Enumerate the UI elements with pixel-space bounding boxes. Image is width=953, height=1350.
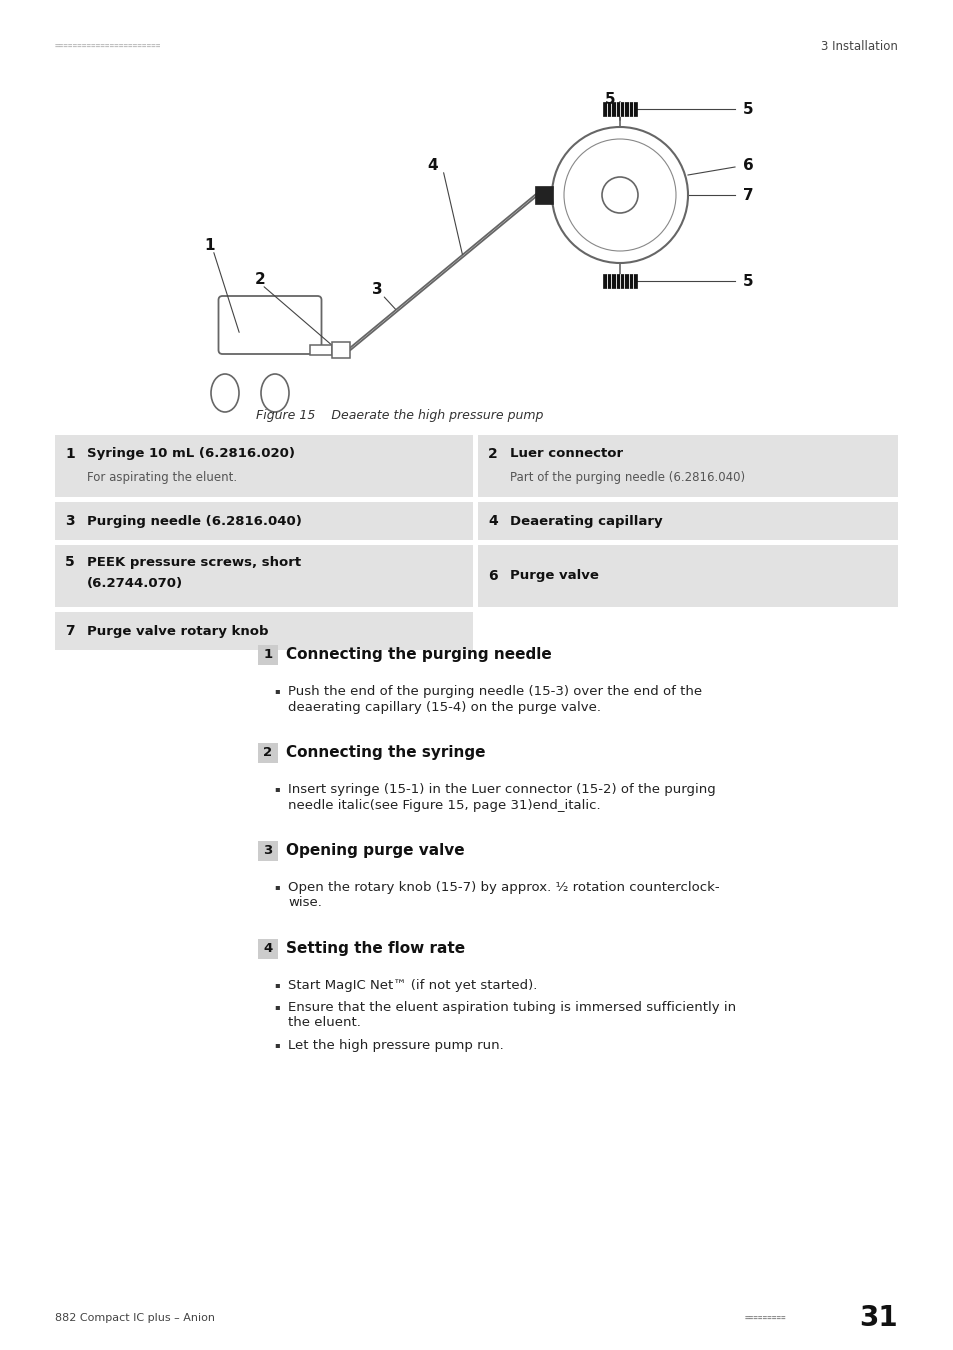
Circle shape bbox=[601, 177, 638, 213]
Ellipse shape bbox=[261, 374, 289, 412]
Text: 2: 2 bbox=[488, 447, 497, 460]
Text: Push the end of the purging needle (15-3) over the end of the: Push the end of the purging needle (15-3… bbox=[288, 684, 701, 698]
Text: PEEK pressure screws, short: PEEK pressure screws, short bbox=[87, 556, 301, 568]
Text: Deaerating capillary: Deaerating capillary bbox=[510, 514, 662, 528]
Text: ▪: ▪ bbox=[274, 687, 279, 695]
Text: 5: 5 bbox=[604, 93, 615, 108]
FancyBboxPatch shape bbox=[257, 940, 277, 958]
FancyBboxPatch shape bbox=[55, 612, 473, 649]
Text: 1: 1 bbox=[205, 238, 215, 252]
Text: 7: 7 bbox=[65, 624, 74, 639]
Text: 3: 3 bbox=[263, 845, 273, 857]
FancyBboxPatch shape bbox=[55, 545, 473, 608]
Ellipse shape bbox=[211, 374, 239, 412]
Text: 2: 2 bbox=[254, 273, 265, 288]
Text: needle italic(see Figure 15, page 31)end_italic.: needle italic(see Figure 15, page 31)end… bbox=[288, 798, 600, 811]
Text: 3: 3 bbox=[65, 514, 74, 528]
Circle shape bbox=[552, 127, 687, 263]
FancyBboxPatch shape bbox=[602, 103, 637, 116]
Text: ▪: ▪ bbox=[274, 1003, 279, 1011]
FancyBboxPatch shape bbox=[602, 274, 637, 288]
Text: ▪: ▪ bbox=[274, 980, 279, 990]
Text: (6.2744.070): (6.2744.070) bbox=[87, 576, 183, 590]
Text: Opening purge valve: Opening purge valve bbox=[286, 844, 464, 859]
Text: Syringe 10 mL (6.2816.020): Syringe 10 mL (6.2816.020) bbox=[87, 447, 294, 460]
Text: Purging needle (6.2816.040): Purging needle (6.2816.040) bbox=[87, 514, 301, 528]
Text: 7: 7 bbox=[742, 188, 753, 202]
Text: 4: 4 bbox=[488, 514, 497, 528]
Text: Insert syringe (15-1) in the Luer connector (15-2) of the purging: Insert syringe (15-1) in the Luer connec… bbox=[288, 783, 715, 795]
Text: 3 Installation: 3 Installation bbox=[821, 39, 897, 53]
Text: 882 Compact IC plus – Anion: 882 Compact IC plus – Anion bbox=[55, 1314, 214, 1323]
Text: Luer connector: Luer connector bbox=[510, 447, 622, 460]
Text: Purge valve: Purge valve bbox=[510, 570, 598, 582]
Text: Open the rotary knob (15-7) by approx. ½ rotation counterclock-: Open the rotary knob (15-7) by approx. ½… bbox=[288, 880, 719, 894]
Text: Let the high pressure pump run.: Let the high pressure pump run. bbox=[288, 1038, 503, 1052]
Text: =========: ========= bbox=[744, 1314, 786, 1323]
Text: 4: 4 bbox=[427, 158, 437, 173]
Text: 5: 5 bbox=[742, 101, 753, 116]
FancyBboxPatch shape bbox=[477, 502, 897, 540]
FancyBboxPatch shape bbox=[218, 296, 321, 354]
Text: Figure 15    Deaerate the high pressure pump: Figure 15 Deaerate the high pressure pum… bbox=[256, 409, 543, 421]
Text: =======================: ======================= bbox=[55, 42, 161, 50]
FancyBboxPatch shape bbox=[535, 186, 553, 204]
Text: 31: 31 bbox=[859, 1304, 897, 1332]
Text: the eluent.: the eluent. bbox=[288, 1017, 360, 1030]
Text: 4: 4 bbox=[263, 942, 273, 956]
Text: 2: 2 bbox=[263, 747, 273, 760]
Text: Part of the purging needle (6.2816.040): Part of the purging needle (6.2816.040) bbox=[510, 471, 744, 483]
Text: ▪: ▪ bbox=[274, 784, 279, 794]
Text: 3: 3 bbox=[372, 282, 382, 297]
FancyBboxPatch shape bbox=[333, 342, 350, 358]
Text: wise.: wise. bbox=[288, 896, 321, 910]
FancyBboxPatch shape bbox=[257, 743, 277, 763]
Text: Ensure that the eluent aspiration tubing is immersed sufficiently in: Ensure that the eluent aspiration tubing… bbox=[288, 1000, 736, 1014]
Text: Start MagIC Net™ (if not yet started).: Start MagIC Net™ (if not yet started). bbox=[288, 979, 537, 991]
Text: ▪: ▪ bbox=[274, 883, 279, 891]
Text: Connecting the purging needle: Connecting the purging needle bbox=[286, 648, 551, 663]
Text: deaerating capillary (15-4) on the purge valve.: deaerating capillary (15-4) on the purge… bbox=[288, 701, 600, 714]
Text: 5: 5 bbox=[65, 555, 74, 570]
Text: Purge valve rotary knob: Purge valve rotary knob bbox=[87, 625, 268, 637]
FancyBboxPatch shape bbox=[477, 545, 897, 608]
FancyBboxPatch shape bbox=[310, 346, 333, 355]
FancyBboxPatch shape bbox=[257, 645, 277, 666]
Text: 6: 6 bbox=[742, 158, 753, 173]
FancyBboxPatch shape bbox=[477, 435, 897, 497]
Text: 6: 6 bbox=[488, 568, 497, 583]
Text: For aspirating the eluent.: For aspirating the eluent. bbox=[87, 471, 237, 483]
Text: Connecting the syringe: Connecting the syringe bbox=[286, 745, 485, 760]
Text: 1: 1 bbox=[263, 648, 273, 662]
FancyBboxPatch shape bbox=[55, 502, 473, 540]
Text: ▪: ▪ bbox=[274, 1041, 279, 1049]
Text: 5: 5 bbox=[742, 274, 753, 289]
FancyBboxPatch shape bbox=[55, 435, 473, 497]
Text: Setting the flow rate: Setting the flow rate bbox=[286, 941, 465, 957]
FancyBboxPatch shape bbox=[257, 841, 277, 861]
Text: 1: 1 bbox=[65, 447, 74, 460]
